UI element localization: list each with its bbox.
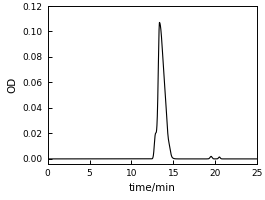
X-axis label: time/min: time/min	[129, 183, 176, 193]
Y-axis label: OD: OD	[7, 77, 17, 93]
